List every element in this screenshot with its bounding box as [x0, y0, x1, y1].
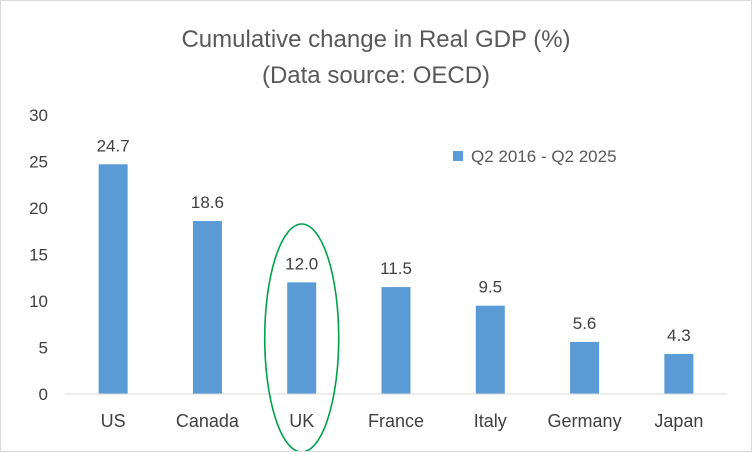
- y-axis-ticks: 0 5 10 15 20 25 30: [29, 106, 48, 404]
- bar-france: [381, 287, 411, 394]
- x-tick-label-us: US: [101, 411, 126, 431]
- data-label-japan: 4.3: [667, 326, 691, 345]
- uk-highlight-ellipse: [263, 223, 340, 451]
- y-tick-label: 5: [39, 339, 48, 358]
- data-label-italy: 9.5: [478, 278, 502, 297]
- bars-group: [98, 164, 694, 394]
- legend-label: Q2 2016 - Q2 2025: [471, 147, 617, 166]
- x-axis-labels: US Canada UK France Italy Germany Japan: [101, 411, 704, 431]
- y-tick-label: 25: [29, 153, 48, 172]
- bar-italy: [475, 305, 505, 394]
- y-tick-label: 20: [29, 199, 48, 218]
- chart-subtitle: (Data source: OECD): [262, 62, 490, 89]
- data-label-us: 24.7: [97, 136, 130, 155]
- x-tick-label-uk: UK: [289, 411, 314, 431]
- bar-japan: [664, 354, 694, 394]
- data-label-uk: 12.0: [285, 254, 318, 273]
- legend: Q2 2016 - Q2 2025: [453, 147, 617, 166]
- data-label-france: 11.5: [380, 259, 412, 278]
- y-tick-label: 15: [29, 246, 48, 265]
- legend-swatch: [453, 151, 463, 161]
- y-tick-label: 0: [39, 385, 48, 404]
- y-tick-label: 10: [29, 292, 48, 311]
- data-label-germany: 5.6: [573, 314, 597, 333]
- bar-uk: [287, 282, 317, 394]
- y-tick-label: 30: [29, 106, 48, 125]
- x-tick-label-france: France: [368, 411, 424, 431]
- chart-title: Cumulative change in Real GDP (%): [181, 26, 570, 53]
- data-labels-group: 24.7 18.6 12.0 11.5 9.5 5.6 4.3: [97, 136, 691, 345]
- bar-germany: [570, 341, 600, 394]
- bar-canada: [192, 221, 222, 394]
- data-label-canada: 18.6: [191, 193, 224, 212]
- x-tick-label-japan: Japan: [654, 411, 703, 431]
- x-tick-label-canada: Canada: [176, 411, 240, 431]
- x-tick-label-germany: Germany: [548, 411, 622, 431]
- bar-us: [98, 164, 128, 394]
- x-tick-label-italy: Italy: [474, 411, 507, 431]
